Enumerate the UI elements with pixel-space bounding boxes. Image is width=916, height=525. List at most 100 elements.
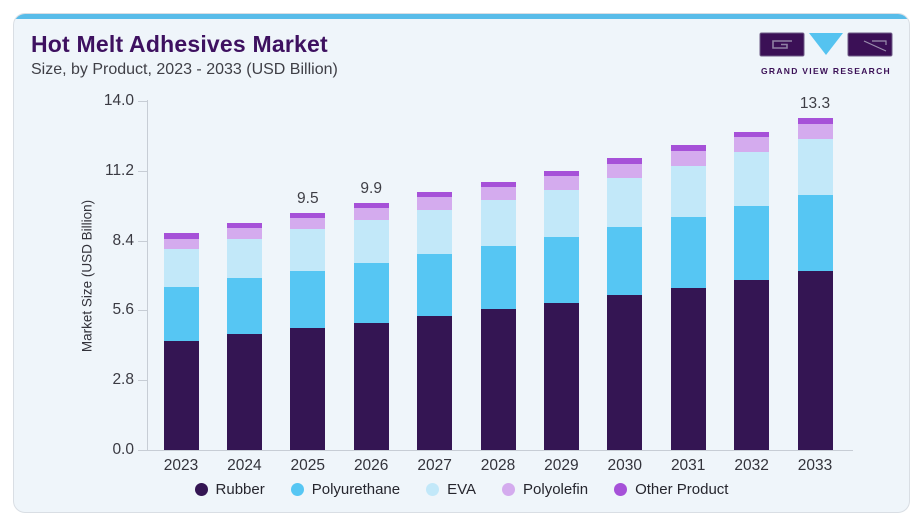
bar-segment-rubber [353,322,389,450]
bar-segment-rubber [417,316,453,450]
bar-segment-other-product [417,191,453,198]
x-axis-label: 2026 [353,457,389,474]
x-axis-label: 2028 [480,457,516,474]
bar-segment-eva [734,151,770,207]
legend-item-rubber: Rubber [194,481,265,498]
page-title: Hot Melt Adhesives Market [31,31,328,57]
y-tick-mark [138,380,147,382]
y-tick-label: 2.8 [112,371,134,389]
legend-dot-icon [290,483,304,496]
bar-segment-polyolefin [353,208,389,221]
bar-segment-other-product [290,213,326,219]
legend-label: Polyolefin [523,481,589,498]
page-subtitle: Size, by Product, 2023 - 2033 (USD Billi… [31,61,338,78]
bar-segment-polyurethane [670,216,706,288]
bar-segment-polyolefin [480,186,516,201]
legend-dot-icon [614,483,628,496]
y-tick-mark [138,170,147,172]
legend-label: Rubber [215,481,265,498]
bar-segment-other-product [607,158,643,165]
y-tick-label: 0.0 [112,441,134,458]
grand-view-research-logo: GRAND VIEW RESEARCH [759,32,893,76]
bar-segment-eva [543,189,579,237]
bar-segment-polyurethane [290,270,326,329]
bar-segment-eva [353,220,389,263]
y-tick-mark [138,450,147,451]
bar-segment-polyurethane [734,206,770,280]
bar-total-label: 9.5 [297,190,319,208]
bar-segment-polyolefin [290,218,326,230]
bar-segment-eva [607,178,643,228]
bar-segment-eva [797,138,833,195]
legend-dot-icon [502,483,516,496]
x-axis-label: 2025 [290,457,326,474]
legend-item-polyolefin: Polyolefin [502,481,588,498]
x-axis-label: 2027 [417,457,452,474]
bar-total-label: 13.3 [799,95,831,113]
bar-segment-other-product [353,203,389,209]
bar-segment-rubber [163,341,199,450]
brand-name: GRAND VIEW RESEARCH [760,66,891,76]
chart-card: Hot Melt Adhesives Market Size, by Produ… [13,13,910,513]
chart-legend: Rubber Polyurethane EVA Polyolefin Other Pro… [14,481,909,498]
y-axis-line [147,100,148,450]
y-tick-label: 14.0 [103,92,134,109]
bar-segment-eva [290,229,326,271]
bar-segment-polyolefin [543,176,579,190]
bar-segment-polyurethane [543,236,579,303]
bar-segment-polyolefin [607,164,643,179]
bar-segment-polyurethane [226,278,262,335]
bar-segment-other-product [734,132,770,138]
bar-segment-polyolefin [670,150,706,166]
bar-segment-polyolefin [797,123,833,139]
bar-segment-eva [417,210,453,255]
y-tick-mark [138,310,147,312]
stacked-bar-chart: Rubber Polyurethane EVA Polyolefin Other Pro… [14,14,909,512]
legend-dot-icon [426,483,440,496]
legend-label: Other Product [635,481,729,498]
x-axis-label: 2023 [163,457,199,474]
x-axis-line [147,450,853,451]
bar-segment-other-product [480,181,516,187]
bar-segment-polyurethane [797,194,833,271]
bar-segment-other-product [226,222,262,229]
bar-segment-polyurethane [417,254,453,317]
legend-item-other-product: Other Product [614,481,728,498]
bar-segment-eva [163,248,199,287]
legend-dot-icon [194,483,208,496]
x-axis-label: 2033 [797,457,833,474]
y-tick-mark [138,101,147,102]
bar-total-label: 9.9 [360,180,382,198]
y-tick-label: 11.2 [104,161,134,179]
bar-segment-other-product [543,170,579,177]
bar-segment-polyolefin [163,238,199,249]
legend-item-polyurethane: Polyurethane [290,481,401,498]
bar-segment-rubber [480,309,516,450]
y-tick-label: 8.4 [112,231,134,249]
y-axis-title: Market Size (USD Billion) [79,199,95,352]
bar-segment-polyolefin [417,197,453,211]
bar-segment-rubber [734,279,770,450]
bar-segment-rubber [543,302,579,450]
bar-segment-eva [480,200,516,247]
x-axis-label: 2024 [227,457,262,474]
y-tick-mark [138,240,147,242]
bar-segment-polyurethane [163,286,199,342]
bar-segment-polyolefin [734,137,770,152]
bar-segment-rubber [607,295,643,450]
bar-segment-polyurethane [480,246,516,310]
legend-item-eva: EVA [426,481,476,498]
bar-segment-rubber [226,334,262,450]
x-axis-label: 2032 [734,457,769,474]
bar-segment-eva [226,238,262,279]
x-axis-label: 2031 [670,457,706,474]
x-axis-label: 2030 [607,457,643,474]
legend-label: Polyurethane [311,481,401,498]
bar-segment-rubber [670,287,706,450]
bar-segment-polyurethane [607,227,643,296]
gvr-logo-icon [759,32,893,57]
bar-segment-eva [670,165,706,217]
accent-strip [14,14,909,19]
legend-label: EVA [447,481,477,498]
bar-segment-rubber [290,328,326,450]
